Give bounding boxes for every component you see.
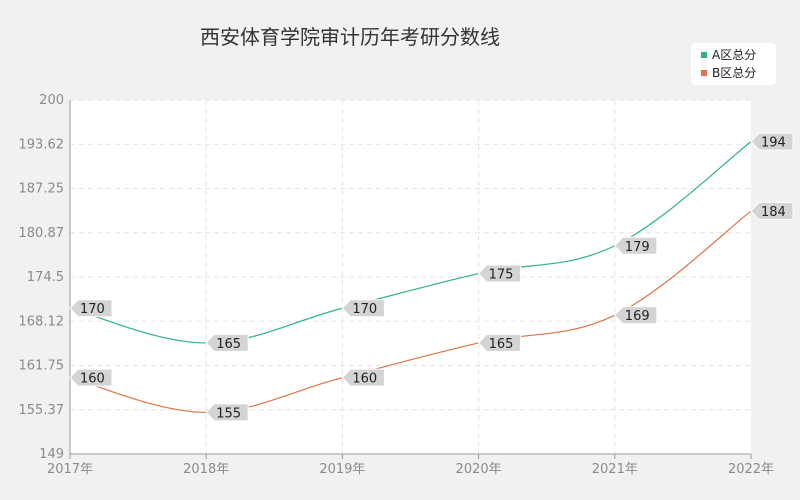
x-tick-label: 2020年 (456, 462, 502, 477)
data-label: 165 (489, 337, 514, 352)
legend-swatch-b (701, 70, 707, 76)
data-label-tag (205, 403, 249, 422)
plot-area: 149 155.37 161.75 168.12 174.5 180.87 187.25 19… (19, 93, 794, 477)
data-label-tag (341, 368, 385, 387)
y-tick-label: 149 (39, 447, 64, 462)
data-label: 179 (625, 240, 650, 255)
x-tick-label: 2021年 (592, 462, 638, 477)
y-tick-label: 174.5 (27, 270, 64, 285)
legend-box (691, 43, 776, 85)
series-line-a (69, 141, 752, 344)
data-label-tag (750, 132, 794, 151)
legend-label-a: A区总分 (712, 48, 756, 62)
data-label-tag (477, 333, 522, 352)
x-tick-label: 2018年 (183, 462, 229, 477)
y-tick-label: 200 (39, 93, 64, 108)
y-tick-label: 187.25 (19, 182, 65, 197)
data-label-tag (69, 299, 113, 318)
data-label: 160 (352, 372, 377, 387)
x-tick-label: 2022年 (728, 462, 774, 477)
data-label-tag (614, 236, 658, 255)
data-label-tag (341, 299, 385, 318)
y-tick-label: 161.75 (19, 359, 65, 374)
data-label-tag (477, 264, 522, 283)
data-label-tag (614, 306, 658, 325)
data-label-tag (69, 368, 113, 387)
y-tick-label: 193.62 (19, 137, 65, 152)
legend: A区总分 B区总分 (691, 43, 776, 85)
data-label-tag (205, 333, 249, 352)
x-tick-label: 2019年 (319, 462, 365, 477)
y-tick-label: 155.37 (19, 403, 65, 418)
data-label: 184 (761, 205, 786, 220)
data-label: 175 (489, 268, 514, 283)
data-label: 155 (216, 406, 241, 421)
y-tick-label: 180.87 (19, 226, 65, 241)
series-line-b (69, 210, 752, 413)
data-label: 170 (80, 302, 105, 317)
x-tick-label: 2017年 (47, 462, 93, 477)
legend-label-b: B区总分 (712, 66, 756, 80)
y-tick-label: 168.12 (19, 314, 65, 329)
data-label: 165 (216, 337, 241, 352)
data-label-tag (750, 202, 794, 221)
data-label: 160 (80, 372, 105, 387)
data-label: 169 (625, 309, 650, 324)
legend-swatch-a (701, 52, 707, 58)
chart-title: 西安体育学院审计历年考研分数线 (200, 25, 500, 49)
data-label: 194 (761, 136, 786, 151)
data-label: 170 (352, 302, 377, 317)
